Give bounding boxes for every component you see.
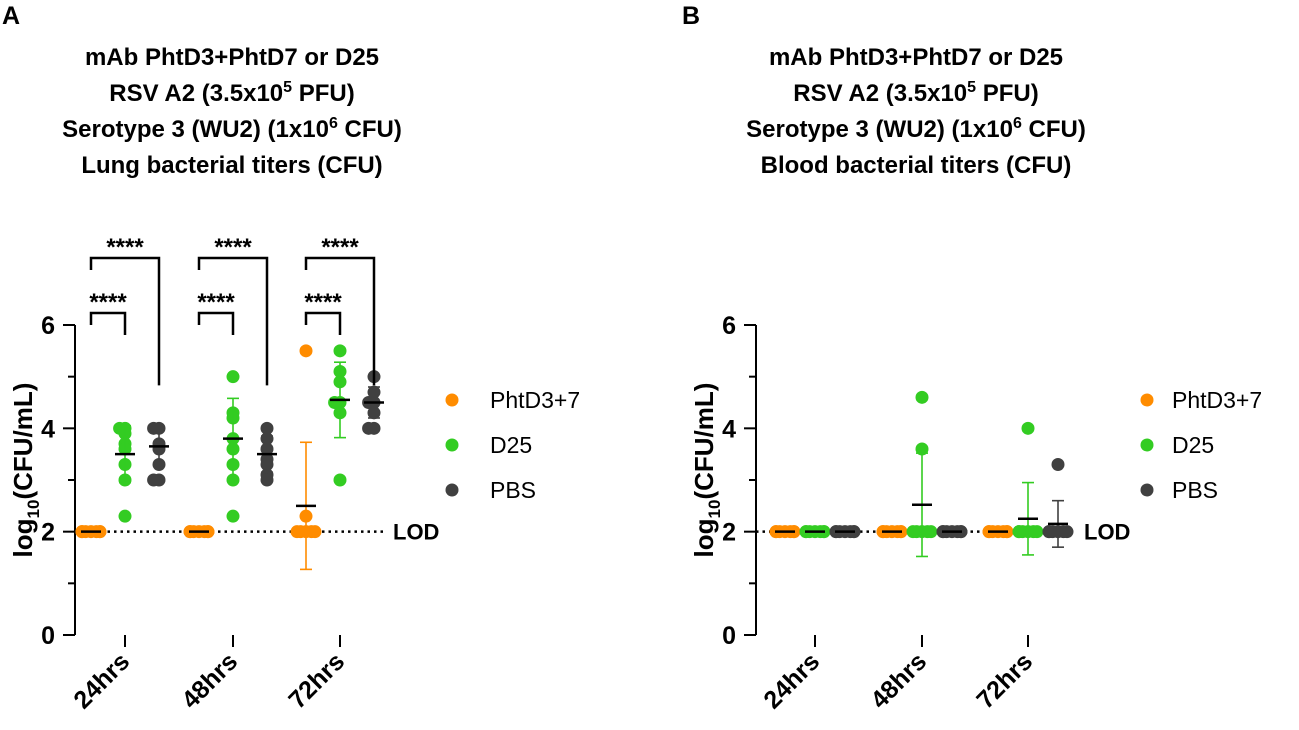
y-tick-label: 4 (722, 415, 736, 443)
y-tick-label: 0 (722, 622, 736, 650)
significance-bracket (197, 256, 269, 386)
data-point (915, 390, 929, 404)
data-point (308, 525, 322, 539)
data-point (1012, 525, 1026, 539)
lod-label: LOD (1084, 520, 1130, 545)
data-point (290, 525, 304, 539)
title-line-1: mAb PhtD3+PhtD7 or D25 (768, 44, 1064, 71)
panel-letter-b: B (682, 2, 701, 30)
legend-label: D25 (1172, 432, 1214, 458)
lod-label: LOD (393, 520, 439, 545)
y-axis-label: log10(CFU/mL) (689, 383, 724, 558)
significance-label: **** (214, 234, 252, 261)
data-point (333, 344, 347, 358)
data-point (1051, 458, 1065, 471)
panel-letter-a: A (2, 2, 21, 30)
data-point (226, 509, 240, 523)
legend-label: PhtD3+7 (1172, 387, 1262, 413)
x-tick-label: 72hrs (971, 647, 1038, 714)
title-line-4: Lung bacterial titers (CFU) (81, 152, 383, 179)
data-point (1060, 525, 1074, 539)
panel-a-title: mAb PhtD3+PhtD7 or D25 RSV A2 (3.5x105 P… (2, 40, 462, 184)
significance-bracket (304, 311, 342, 335)
x-tick-label: 72hrs (283, 647, 350, 714)
chart-panel-b: 0 2 4 6 log10(CFU/mL) 24hrs 48hrs 72hrs LOD PhtD3… (689, 312, 1262, 714)
significance-label: **** (89, 289, 127, 316)
y-axis-label: log10(CFU/mL) (8, 383, 43, 558)
significance-label: **** (106, 234, 144, 261)
data-point (226, 473, 240, 487)
data-point (260, 421, 274, 435)
title-line-2: RSV A2 (3.5x105 PFU) (793, 79, 1039, 108)
significance-label: **** (321, 234, 359, 261)
significance-bracket (89, 311, 127, 335)
data-point (362, 421, 376, 435)
chart-panel-a: 0 2 4 6 log10(CFU/mL) 24hrs 48hrs 72hrs LOD PhtD3… (8, 234, 580, 714)
legend-label: PhtD3+7 (490, 387, 580, 413)
significance-label: **** (304, 289, 342, 316)
significance-bracket (89, 256, 161, 386)
y-tick-label: 2 (722, 519, 736, 547)
legend-marker (1140, 438, 1154, 452)
y-tick-label: 2 (41, 519, 55, 547)
x-tick-label: 48hrs (176, 647, 243, 714)
legend-marker (445, 393, 459, 407)
significance-bracket (197, 311, 235, 335)
data-point (1030, 525, 1044, 539)
data-point (226, 370, 240, 384)
data-point (924, 525, 938, 539)
data-point (333, 473, 347, 487)
data-point (260, 473, 274, 487)
title-line-1: mAb PhtD3+PhtD7 or D25 (84, 44, 380, 71)
y-tick-label: 4 (41, 415, 55, 443)
data-point (915, 442, 929, 456)
x-tick-label: 24hrs (758, 647, 825, 714)
legend-marker (1140, 393, 1154, 407)
legend-marker (445, 483, 459, 497)
data-point (147, 473, 161, 487)
y-tick-label: 6 (41, 312, 55, 340)
data-point (1042, 525, 1056, 539)
y-tick-label: 0 (41, 622, 55, 650)
legend-label: PBS (490, 477, 536, 503)
title-line-4: Blood bacterial titers (CFU) (760, 152, 1072, 179)
title-line-3: Serotype 3 (WU2) (1x106 CFU) (62, 115, 402, 144)
legend-marker (445, 438, 459, 452)
significance-label: **** (197, 289, 235, 316)
title-line-2: RSV A2 (3.5x105 PFU) (109, 79, 355, 108)
data-point (118, 509, 132, 523)
x-tick-label: 24hrs (68, 647, 135, 714)
data-point (906, 525, 920, 539)
panel-b-title: mAb PhtD3+PhtD7 or D25 RSV A2 (3.5x105 P… (686, 40, 1146, 184)
significance-bracket (304, 256, 376, 386)
title-line-3: Serotype 3 (WU2) (1x106 CFU) (746, 115, 1086, 144)
data-point (1021, 421, 1035, 435)
x-tick-label: 48hrs (865, 647, 932, 714)
data-point (299, 344, 313, 358)
legend-label: PBS (1172, 477, 1218, 503)
legend-label: D25 (490, 432, 532, 458)
legend-marker (1140, 483, 1154, 497)
y-tick-label: 6 (722, 312, 736, 340)
